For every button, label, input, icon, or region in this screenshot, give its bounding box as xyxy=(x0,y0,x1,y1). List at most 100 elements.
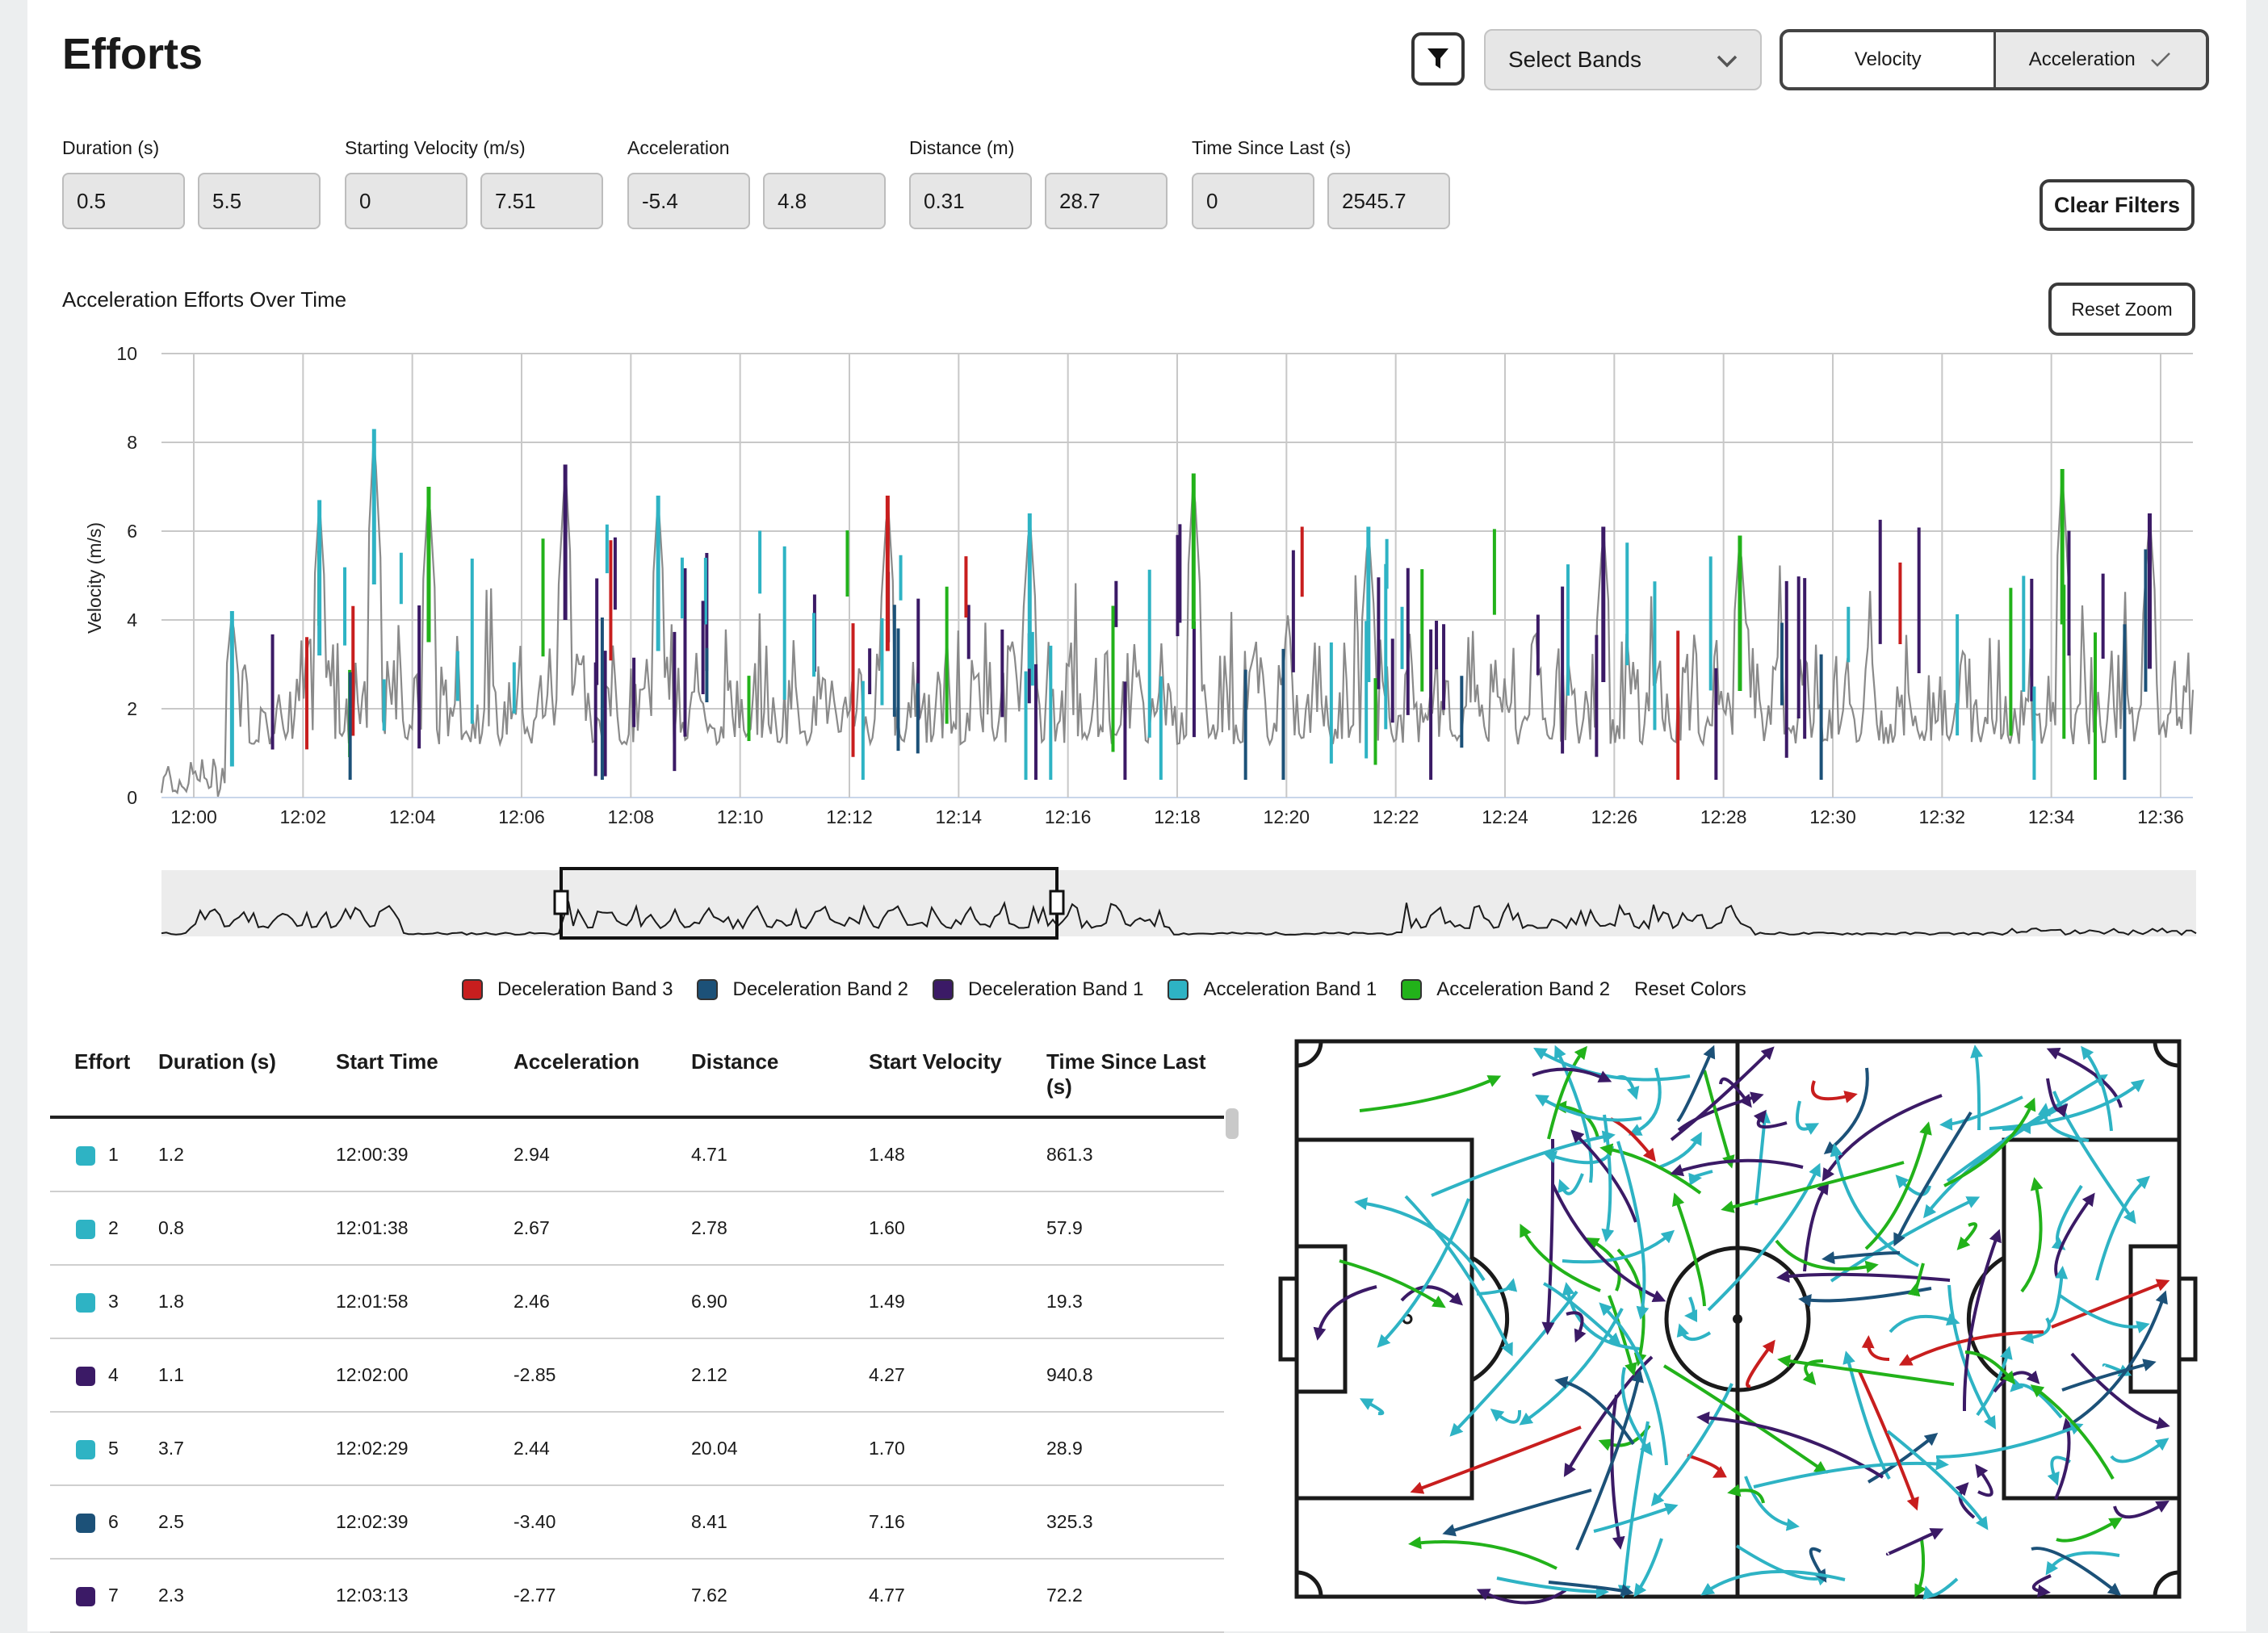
effort-path[interactable] xyxy=(1822,1094,1943,1182)
filter-button[interactable] xyxy=(1411,32,1465,86)
effort-path[interactable] xyxy=(1964,1350,2016,1385)
effort-path[interactable] xyxy=(1532,1067,1612,1082)
effort-path[interactable] xyxy=(1377,1198,1470,1348)
effort-path[interactable] xyxy=(1541,1138,1555,1335)
legend-deceleration-band-1[interactable]: Deceleration Band 1 xyxy=(932,978,1143,1001)
effort-path[interactable] xyxy=(2095,1175,2150,1281)
effort-path[interactable] xyxy=(1548,1581,1634,1597)
effort-path[interactable] xyxy=(1562,1282,1641,1350)
effort-path[interactable] xyxy=(1650,1383,1733,1507)
effort-path[interactable] xyxy=(1703,1070,1735,1169)
effort-path[interactable] xyxy=(1359,1398,1385,1416)
effort-path[interactable] xyxy=(1754,1110,1771,1206)
effort-path[interactable] xyxy=(1895,1175,1931,1196)
effort-path[interactable] xyxy=(1970,1045,1984,1131)
effort-path[interactable] xyxy=(2081,1045,2113,1132)
effort-path[interactable] xyxy=(1339,1259,1446,1308)
effort-path[interactable] xyxy=(1811,1080,1858,1103)
effort-path[interactable] xyxy=(1864,1121,1932,1250)
effort-path[interactable] xyxy=(1727,1484,1765,1504)
effort-path[interactable] xyxy=(1617,1421,1650,1598)
effort-path[interactable] xyxy=(1922,1577,1959,1600)
effort-path[interactable] xyxy=(1676,1045,1716,1123)
effort-path[interactable] xyxy=(1687,1454,1727,1478)
effort-path[interactable] xyxy=(1976,1346,2013,1417)
effort-path[interactable] xyxy=(1993,1370,2040,1393)
table-row[interactable]: 7 2.3 12:03:13 -2.77 7.62 4.77 72.2 xyxy=(50,1559,1224,1633)
effort-path[interactable] xyxy=(1562,1229,1675,1264)
effort-path[interactable] xyxy=(1593,1502,1679,1533)
effort-path[interactable] xyxy=(1599,1302,1668,1466)
pitch-map[interactable] xyxy=(1276,1035,2204,1608)
effort-path[interactable] xyxy=(1442,1489,1592,1537)
effort-path[interactable] xyxy=(1823,1067,1869,1155)
effort-path[interactable] xyxy=(1628,1067,1662,1136)
filter-max-input[interactable]: 7.51 xyxy=(480,173,603,229)
effort-path[interactable] xyxy=(1570,1129,1637,1223)
filter-min-input[interactable]: 0 xyxy=(345,173,467,229)
filter-max-input[interactable]: 2545.7 xyxy=(1327,173,1450,229)
legend-acceleration-band-1[interactable]: Acceleration Band 1 xyxy=(1168,978,1377,1001)
effort-path[interactable] xyxy=(1676,1323,1712,1341)
effort-path[interactable] xyxy=(1886,1430,1989,1530)
effort-path[interactable] xyxy=(1914,1539,1926,1598)
effort-path[interactable] xyxy=(1777,1355,1955,1386)
filter-min-input[interactable]: 0.5 xyxy=(62,173,185,229)
table-row[interactable]: 1 1.2 12:00:39 2.94 4.71 1.48 861.3 xyxy=(50,1117,1224,1192)
effort-path[interactable] xyxy=(1520,1223,1601,1292)
legend-deceleration-band-3[interactable]: Deceleration Band 3 xyxy=(462,978,673,1001)
effort-path[interactable] xyxy=(1935,1422,2084,1459)
effort-path[interactable] xyxy=(1533,1048,1691,1082)
effort-path[interactable] xyxy=(2046,1078,2069,1118)
navigator-right-handle[interactable] xyxy=(1049,890,1065,915)
header-duration[interactable]: Duration (s) xyxy=(158,1040,336,1119)
effort-path[interactable] xyxy=(2048,1266,2069,1324)
effort-path[interactable] xyxy=(1753,1109,1788,1129)
acceleration-toggle-button[interactable]: Acceleration xyxy=(1993,32,2206,87)
effort-path[interactable] xyxy=(1431,1130,1616,1197)
effort-path[interactable] xyxy=(1802,1359,1824,1386)
effort-path[interactable] xyxy=(1449,1290,1578,1437)
effort-path[interactable] xyxy=(1943,1097,2036,1187)
table-row[interactable]: 4 1.1 12:02:00 -2.85 2.12 4.27 940.8 xyxy=(50,1338,1224,1413)
header-distance[interactable]: Distance xyxy=(691,1040,869,1119)
effort-path[interactable] xyxy=(1404,1195,1513,1357)
effort-path[interactable] xyxy=(2113,1501,2169,1519)
filter-min-input[interactable]: -5.4 xyxy=(627,173,750,229)
effort-path[interactable] xyxy=(1975,1463,1993,1497)
effort-path[interactable] xyxy=(2045,1551,2120,1576)
effort-path[interactable] xyxy=(1744,1476,1800,1531)
effort-path[interactable] xyxy=(1822,1251,1901,1265)
select-bands-dropdown[interactable]: Select Bands xyxy=(1484,29,1762,90)
effort-path[interactable] xyxy=(1476,1589,1567,1605)
effort-path[interactable] xyxy=(1684,1296,1698,1322)
effort-path[interactable] xyxy=(2020,1317,2051,1344)
effort-path[interactable] xyxy=(2046,1047,2123,1108)
effort-path[interactable] xyxy=(1830,1143,1919,1267)
clear-filters-button[interactable]: Clear Filters xyxy=(2040,179,2195,231)
effort-path[interactable] xyxy=(1620,1367,1653,1456)
effort-path[interactable] xyxy=(2057,1293,2150,1334)
table-row[interactable]: 6 2.5 12:02:39 -3.40 8.41 7.16 325.3 xyxy=(50,1485,1224,1560)
effort-path[interactable] xyxy=(1753,1457,1949,1489)
effort-path[interactable] xyxy=(1688,1170,1713,1186)
effort-path[interactable] xyxy=(1809,1547,1827,1583)
effort-path[interactable] xyxy=(1889,1313,1960,1334)
effort-path[interactable] xyxy=(2070,1352,2170,1430)
effort-path[interactable] xyxy=(1721,1161,1905,1213)
effort-path[interactable] xyxy=(2110,1438,2169,1463)
header-time-since-last[interactable]: Time Since Last (s) xyxy=(1046,1040,1224,1119)
effort-path[interactable] xyxy=(1476,1278,1518,1296)
effort-path[interactable] xyxy=(2056,1518,2123,1543)
header-effort[interactable]: Effort xyxy=(50,1040,158,1119)
filter-min-input[interactable]: 0 xyxy=(1192,173,1314,229)
effort-path[interactable] xyxy=(1700,1569,1846,1596)
filter-min-input[interactable]: 0.31 xyxy=(909,173,1032,229)
effort-path[interactable] xyxy=(1893,1111,1972,1247)
effort-path[interactable] xyxy=(1696,1411,1884,1479)
effort-path[interactable] xyxy=(1354,1197,1486,1282)
time-navigator[interactable] xyxy=(153,864,2204,953)
effort-path[interactable] xyxy=(1719,1077,1752,1108)
effort-path[interactable] xyxy=(1798,1287,1932,1307)
